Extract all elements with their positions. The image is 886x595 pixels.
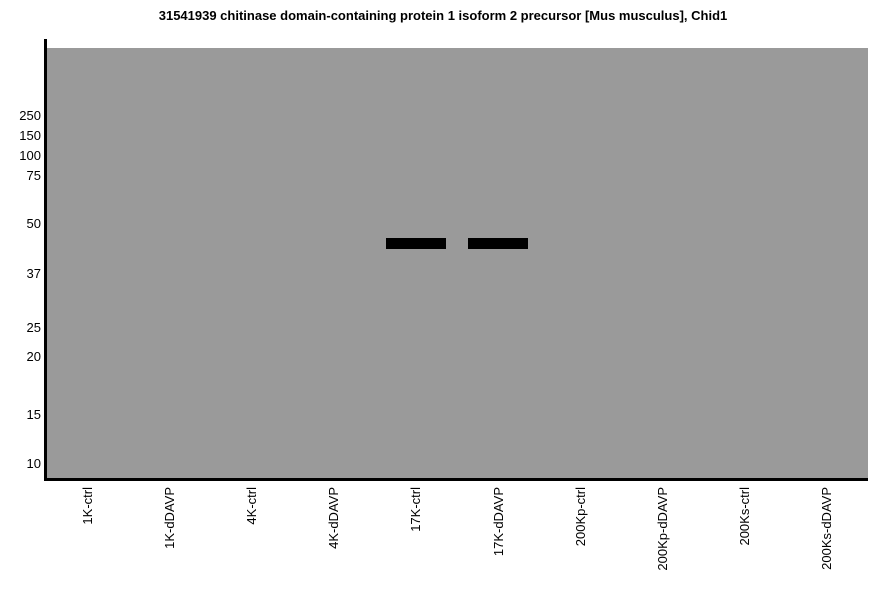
lane-label: 17K-dDAVP xyxy=(490,487,506,557)
lane-label: 1K-ctrl xyxy=(79,487,95,525)
lane-label: 200Ks-dDAVP xyxy=(819,487,835,570)
lane-label: 200Kp-ctrl xyxy=(572,487,588,547)
protein-band xyxy=(468,238,529,250)
y-axis-line xyxy=(44,39,47,481)
mw-marker-label: 150 xyxy=(19,128,41,144)
mw-marker-label: 25 xyxy=(26,319,41,335)
mw-marker-label: 20 xyxy=(26,349,41,365)
lane-label: 4K-dDAVP xyxy=(326,487,342,549)
x-axis-line xyxy=(44,478,868,481)
lane-label: 1K-dDAVP xyxy=(161,487,177,549)
protein-band xyxy=(385,238,446,250)
mw-marker-label: 37 xyxy=(26,266,41,282)
gel-background xyxy=(46,48,868,478)
chart-title: 31541939 chitinase domain-containing pro… xyxy=(158,8,728,23)
lane-label: 200Kp-dDAVP xyxy=(655,487,670,571)
mw-marker-label: 10 xyxy=(26,455,41,471)
mw-marker-label: 50 xyxy=(26,215,41,231)
mw-marker-label: 250 xyxy=(19,107,41,123)
lane-label: 200Ks-ctrl xyxy=(737,487,753,546)
lane-label: 4K-ctrl xyxy=(244,487,259,525)
mw-marker-label: 75 xyxy=(26,168,41,184)
mw-marker-label: 15 xyxy=(26,407,41,423)
lane-label: 17K-ctrl xyxy=(408,487,424,532)
mw-marker-label: 100 xyxy=(19,147,41,163)
